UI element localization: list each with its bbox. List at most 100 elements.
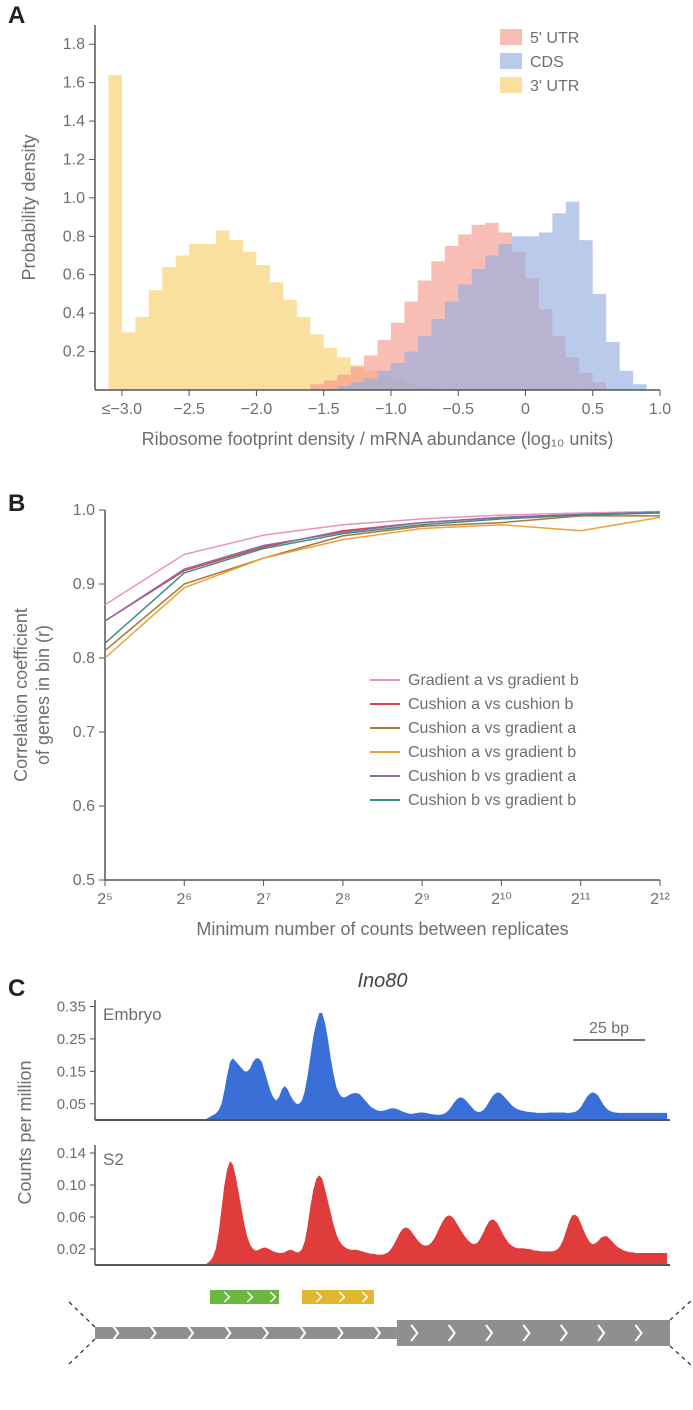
hist-bar xyxy=(512,236,525,390)
svg-text:0.8: 0.8 xyxy=(73,650,95,667)
hist-bar xyxy=(324,380,337,390)
svg-text:1.2: 1.2 xyxy=(63,151,85,168)
hist-bar xyxy=(310,384,323,390)
x-axis-label: Ribosome footprint density / mRNA abunda… xyxy=(142,429,614,449)
svg-text:−2.0: −2.0 xyxy=(241,401,273,418)
line-series xyxy=(105,513,660,643)
svg-text:1.0: 1.0 xyxy=(649,401,671,418)
hist-bar xyxy=(525,236,538,390)
hist-bar xyxy=(445,302,458,390)
gene-utr xyxy=(95,1327,397,1339)
legend-swatch xyxy=(500,53,522,69)
coverage-track xyxy=(95,1013,667,1120)
legend-label: Gradient a vs gradient b xyxy=(408,672,579,689)
svg-text:0.02: 0.02 xyxy=(57,1241,86,1258)
x-axis-label: Minimum number of counts between replica… xyxy=(196,919,568,939)
legend-label: Cushion a vs gradient a xyxy=(408,720,576,737)
hist-bar xyxy=(162,267,175,390)
hist-bar xyxy=(108,75,121,390)
svg-text:−1.0: −1.0 xyxy=(375,401,407,418)
hist-bar xyxy=(283,300,296,390)
hist-bar xyxy=(270,282,283,390)
hist-bar xyxy=(310,334,323,390)
svg-text:0.6: 0.6 xyxy=(73,798,95,815)
hist-bar xyxy=(391,363,404,390)
hist-bar xyxy=(539,232,552,390)
line-series xyxy=(105,516,660,651)
line-series xyxy=(105,511,660,604)
legend-swatch xyxy=(500,77,522,93)
hist-bar xyxy=(593,294,606,390)
hist-bar xyxy=(404,352,417,390)
hist-bar xyxy=(499,244,512,390)
hist-bar xyxy=(230,240,243,390)
hist-bar xyxy=(176,256,189,390)
svg-text:1.8: 1.8 xyxy=(63,36,85,53)
svg-text:0.4: 0.4 xyxy=(63,305,85,322)
figure: A B C ≤−3.0−2.5−2.0−1.5−1.0−0.500.51.00.… xyxy=(0,0,693,1410)
svg-text:−1.5: −1.5 xyxy=(308,401,340,418)
svg-text:0.8: 0.8 xyxy=(63,228,85,245)
svg-text:≤−3.0: ≤−3.0 xyxy=(102,401,142,418)
svg-text:2⁵: 2⁵ xyxy=(97,891,113,908)
hist-bar xyxy=(472,269,485,390)
svg-text:0.2: 0.2 xyxy=(63,344,85,361)
hist-bar xyxy=(243,252,256,390)
legend-label: 5' UTR xyxy=(530,30,579,47)
hist-bar xyxy=(458,284,471,390)
svg-text:0.14: 0.14 xyxy=(57,1145,86,1162)
feature-box xyxy=(210,1290,279,1304)
hist-bar xyxy=(297,317,310,390)
hist-bar xyxy=(189,244,202,390)
svg-text:2⁷: 2⁷ xyxy=(256,891,271,908)
legend-label: Cushion b vs gradient b xyxy=(408,792,576,809)
svg-text:0.15: 0.15 xyxy=(57,1063,86,1080)
hist-bar xyxy=(418,336,431,390)
y-axis-label: Counts per million xyxy=(15,1060,35,1204)
hist-bar xyxy=(351,382,364,390)
panel-b-svg: 2⁵2⁶2⁷2⁸2⁹2¹⁰2¹¹2¹²0.50.60.70.80.91.0Min… xyxy=(0,485,693,955)
svg-text:0.05: 0.05 xyxy=(57,1096,86,1113)
svg-text:0.10: 0.10 xyxy=(57,1177,86,1194)
gene-cds xyxy=(397,1320,670,1346)
legend-label: Cushion a vs gradient b xyxy=(408,744,576,761)
hist-bar xyxy=(606,342,619,390)
svg-text:0.9: 0.9 xyxy=(73,576,95,593)
svg-text:1.4: 1.4 xyxy=(63,113,85,130)
hist-bar xyxy=(149,290,162,390)
svg-text:0.5: 0.5 xyxy=(73,872,95,889)
panel-c-title: Ino80 xyxy=(357,970,407,992)
svg-text:2⁶: 2⁶ xyxy=(177,891,192,908)
svg-text:Correlation coefficient: Correlation coefficient xyxy=(11,608,31,782)
hist-bar xyxy=(633,384,646,390)
legend-label: 3' UTR xyxy=(530,78,579,95)
svg-text:2⁹: 2⁹ xyxy=(414,891,430,908)
legend-swatch xyxy=(500,29,522,45)
legend-label: CDS xyxy=(530,54,564,71)
coverage-track xyxy=(95,1161,667,1265)
hist-bar xyxy=(256,265,269,390)
track-label: S2 xyxy=(103,1150,124,1169)
svg-text:2⁸: 2⁸ xyxy=(335,891,351,908)
hist-bar xyxy=(364,378,377,390)
svg-text:of genes in bin (r): of genes in bin (r) xyxy=(33,625,53,765)
y-axis-label: Probability density xyxy=(19,134,39,280)
legend-label: Cushion b vs gradient a xyxy=(408,768,576,785)
hist-bar xyxy=(203,244,216,390)
svg-text:−2.5: −2.5 xyxy=(173,401,205,418)
svg-text:0.06: 0.06 xyxy=(57,1209,86,1226)
panel-c-svg: Ino800.050.150.250.35Embryo0.020.060.100… xyxy=(0,955,693,1410)
svg-text:−0.5: −0.5 xyxy=(442,401,474,418)
hist-bar xyxy=(579,240,592,390)
hist-bar xyxy=(431,319,444,390)
hist-bar xyxy=(378,371,391,390)
hist-bar xyxy=(566,202,579,390)
svg-text:1.6: 1.6 xyxy=(63,75,85,92)
svg-text:0.6: 0.6 xyxy=(63,267,85,284)
svg-text:0.5: 0.5 xyxy=(582,401,604,418)
hist-bar xyxy=(216,231,229,390)
svg-text:2¹⁰: 2¹⁰ xyxy=(491,891,512,908)
scale-bar-label: 25 bp xyxy=(589,1020,629,1037)
svg-text:1.0: 1.0 xyxy=(63,190,85,207)
hist-bar xyxy=(485,256,498,390)
